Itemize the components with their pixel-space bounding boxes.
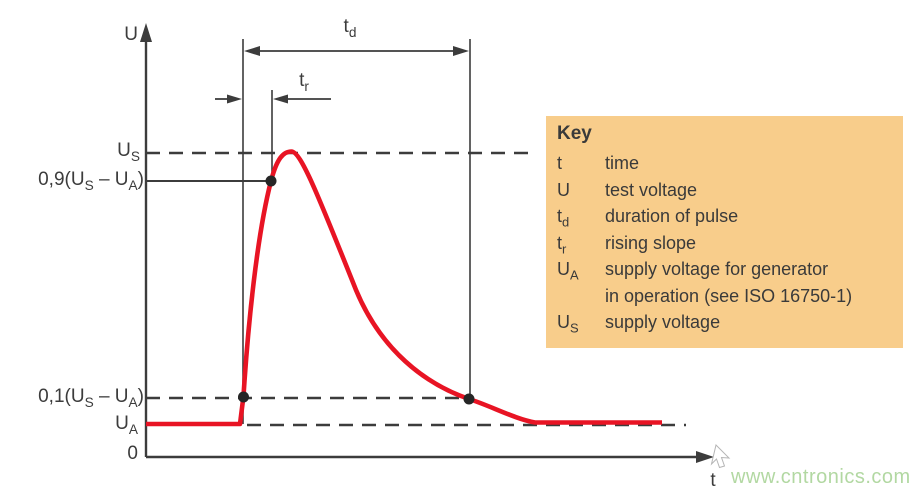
td-dimension-arrow bbox=[244, 46, 469, 56]
key-definition: time bbox=[605, 153, 640, 173]
key-row: tr rising slope bbox=[557, 230, 895, 257]
key-term: UA bbox=[557, 259, 579, 283]
tr-dimension-arrow bbox=[215, 94, 331, 104]
y-axis-label: U bbox=[124, 24, 138, 45]
us-level-label: US bbox=[117, 140, 140, 164]
tr-label: tr bbox=[299, 70, 309, 94]
point-09-rising bbox=[265, 175, 277, 187]
point-01-falling bbox=[463, 393, 475, 405]
key-definition: rising slope bbox=[605, 232, 697, 253]
x-axis-label: t bbox=[710, 470, 716, 491]
ua-level-label: UA bbox=[115, 413, 138, 437]
x-axis bbox=[146, 451, 714, 463]
td-label: td bbox=[343, 16, 357, 40]
key-row: t time bbox=[557, 150, 895, 177]
point-01-rising bbox=[238, 391, 249, 403]
key-term: tr bbox=[557, 232, 567, 257]
key-term: U bbox=[557, 179, 570, 200]
key-term: td bbox=[557, 206, 570, 230]
key-definition: test voltage bbox=[605, 179, 698, 200]
watermark-text: www.cntronics.com bbox=[731, 466, 911, 488]
key-definition: duration of pulse bbox=[605, 206, 739, 226]
level-09-label: 0,9(US – UA) bbox=[38, 169, 144, 193]
level-01-label: 0,1(US – UA) bbox=[38, 386, 144, 410]
key-row: US supply voltage bbox=[557, 309, 895, 336]
key-definition: supply voltage for generator in operation… bbox=[605, 259, 853, 306]
y-axis bbox=[140, 23, 152, 457]
origin-label: 0 bbox=[127, 443, 138, 464]
mouse-cursor bbox=[710, 444, 731, 469]
key-term: t bbox=[557, 153, 563, 173]
key-row: UA supply voltage for generator in operati… bbox=[557, 256, 895, 309]
key-term: US bbox=[557, 312, 579, 336]
key-definition: supply voltage bbox=[605, 312, 721, 332]
key-title: Key bbox=[557, 123, 592, 144]
key-row: td duration of pulse bbox=[557, 203, 895, 230]
